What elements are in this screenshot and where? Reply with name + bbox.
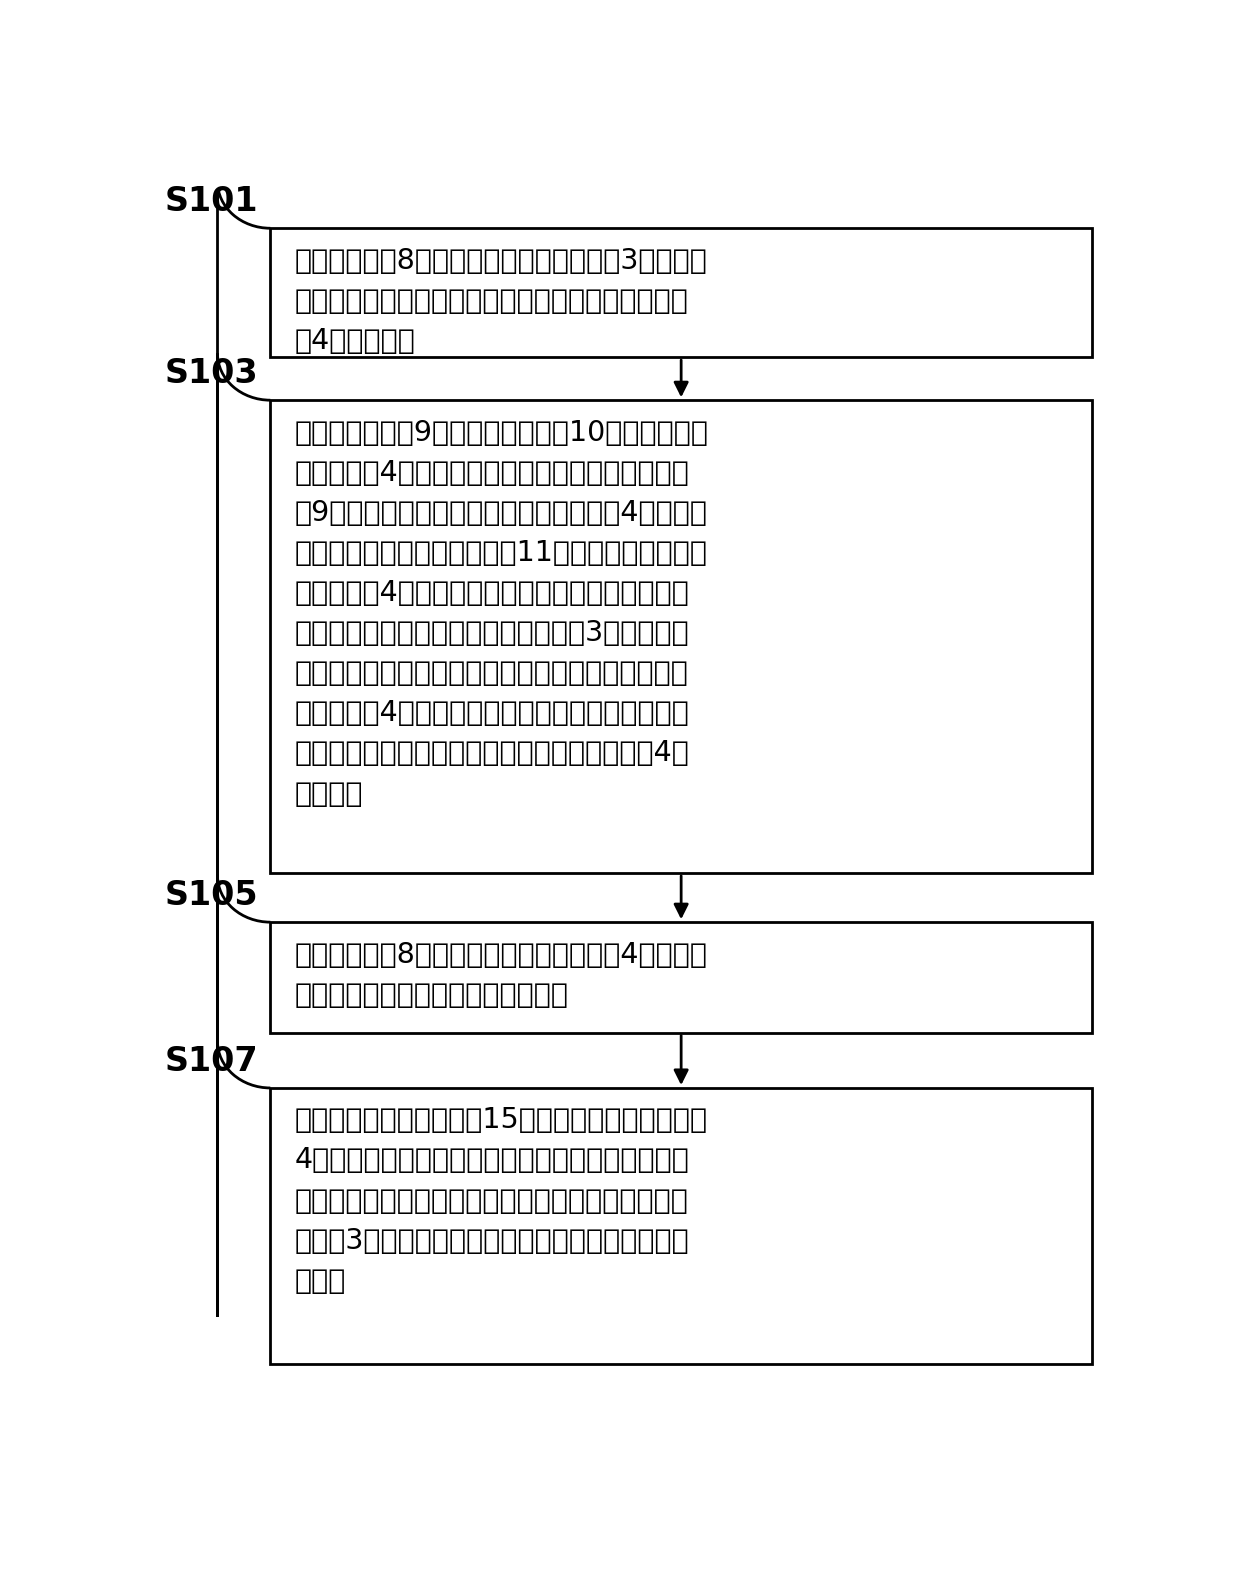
Text: 通过第二空间光探测器（15）对棒状光子晶体光纤（
4）的纤芯和包层中的放大信号光进行实时监测，将
放大信号光的峰值能量作为反馈量传递给二维电动调
整架（3）的驱: 通过第二空间光探测器（15）对棒状光子晶体光纤（ 4）的纤芯和包层中的放大信号光… bbox=[294, 1107, 708, 1295]
Text: S107: S107 bbox=[165, 1045, 258, 1078]
Bar bbox=[270, 922, 1092, 1032]
Text: 开启泵浦源（8），在棒状光子晶体光纤（4）的包层
中加入泵浦光对入射信号光进行放大: 开启泵浦源（8），在棒状光子晶体光纤（4）的包层 中加入泵浦光对入射信号光进行放… bbox=[294, 941, 707, 1008]
Bar bbox=[270, 1088, 1092, 1364]
Text: 关闭泵浦源（8），利用二维电动调整架（3）调节准
直聚焦模块，将入射信号光集中到棒状光子晶体光纤
（4）的纤芯中: 关闭泵浦源（8），利用二维电动调整架（3）调节准 直聚焦模块，将入射信号光集中到… bbox=[294, 247, 707, 354]
Text: S105: S105 bbox=[165, 879, 258, 912]
Bar bbox=[270, 228, 1092, 357]
Text: S101: S101 bbox=[165, 185, 258, 219]
Text: S103: S103 bbox=[165, 357, 258, 391]
Text: 通过成像透镜（9）、调节孔径光阑10过滤棒状光子
晶体光纤（4）的包层中的入射信号光，在成像透镜
（9）的成像面呈现出棒状光子晶体光纤（4）的端面
像，通过第一: 通过成像透镜（9）、调节孔径光阑10过滤棒状光子 晶体光纤（4）的包层中的入射信… bbox=[294, 418, 708, 807]
Bar bbox=[270, 400, 1092, 872]
